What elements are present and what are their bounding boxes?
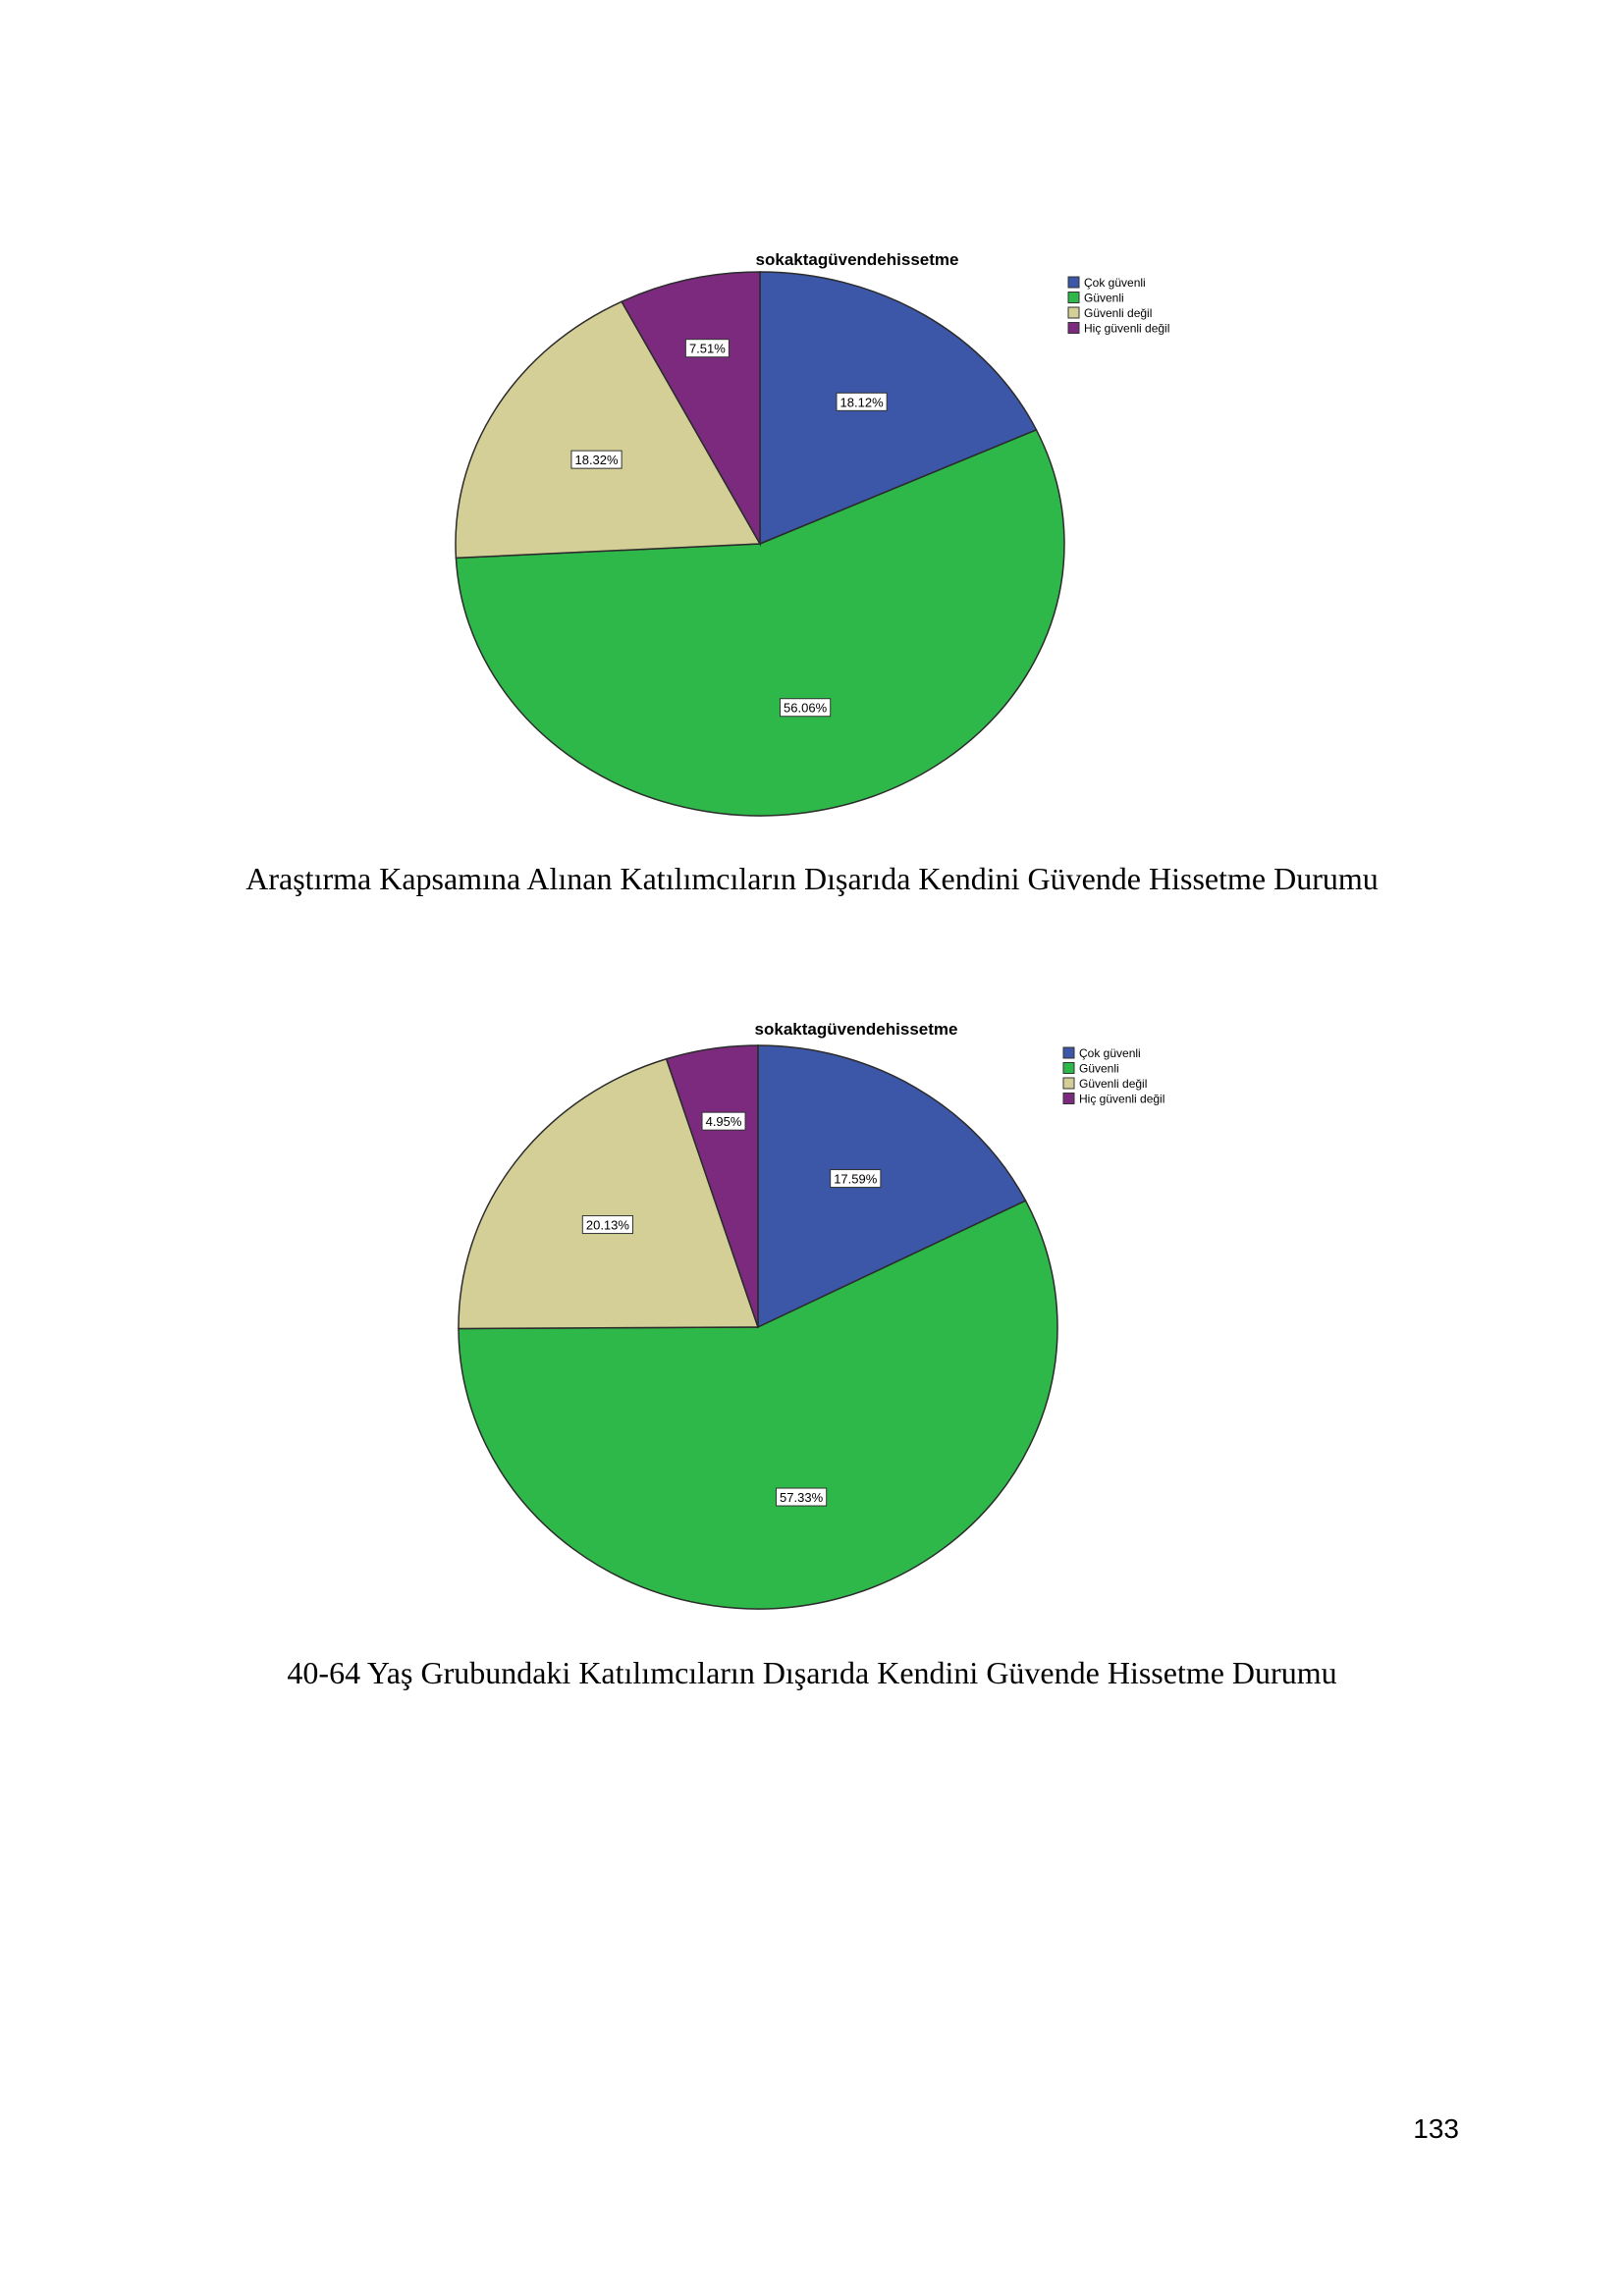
pie-slice-guvenli-degil <box>455 300 762 560</box>
slice-value-label: 17.59% <box>830 1169 882 1189</box>
svg-text:7.51%: 7.51% <box>689 342 726 356</box>
slice-value-label: 7.51% <box>684 339 730 358</box>
slice-value-label: 4.95% <box>701 1111 746 1131</box>
legend-swatch <box>1067 306 1080 319</box>
legend-swatch <box>1062 1093 1075 1104</box>
slice-value-label: 18.12% <box>836 392 888 411</box>
page-number: 133 <box>1413 2113 1459 2144</box>
slice-value-label: 20.13% <box>581 1215 634 1235</box>
legend-label: Hiç güvenli değil <box>1079 1093 1164 1106</box>
svg-text:18.12%: 18.12% <box>840 395 885 409</box>
svg-text:17.59%: 17.59% <box>834 1172 878 1187</box>
pie-chart-2: 17.59% 57.33% 20.13% 4.95% sokaktagüvendehis… <box>432 1009 1218 1618</box>
svg-text:57.33%: 57.33% <box>780 1490 824 1505</box>
chart-1-caption: Araştırma Kapsamına Alınan Katılımcıları… <box>245 861 1379 896</box>
chart-2-caption: 40-64 Yaş Grubundaki Katılımcıların Dışa… <box>287 1655 1337 1690</box>
legend-label: Güvenli değil <box>1084 306 1152 320</box>
legend-label: Hiç güvenli değil <box>1084 322 1169 336</box>
pie-chart-1: 18.12% 56.06% 18.32% 7.51% sokaktagüvendehis… <box>432 236 1218 825</box>
legend-item-guvenli-degil: Güvenli değil <box>1062 1077 1147 1091</box>
svg-text:20.13%: 20.13% <box>586 1218 630 1233</box>
legend-item-guvenli: Güvenli <box>1062 1062 1119 1076</box>
pie-slice-cok-guvenli <box>759 271 1038 546</box>
legend-label: Çok güvenli <box>1084 276 1146 290</box>
legend-swatch <box>1067 322 1080 334</box>
svg-text:4.95%: 4.95% <box>706 1114 742 1129</box>
slice-value-label: 57.33% <box>775 1487 828 1507</box>
pie-slice-guvenli <box>458 1200 1058 1610</box>
pie-slice-guvenli <box>455 428 1065 817</box>
legend-swatch <box>1062 1062 1075 1074</box>
legend-label: Çok güvenli <box>1079 1046 1141 1060</box>
legend-item-cok-guvenli: Çok güvenli <box>1062 1046 1141 1060</box>
legend-swatch <box>1067 276 1080 289</box>
legend-label: Güvenli <box>1084 292 1124 305</box>
legend-swatch <box>1067 292 1080 303</box>
pie-chart-1-svg: 18.12% 56.06% 18.32% 7.51% sokaktagüvendehis… <box>455 250 1169 817</box>
legend-label: Güvenli değil <box>1079 1077 1147 1091</box>
legend-item-hic-guvenli-degil: Hiç güvenli değil <box>1062 1093 1164 1106</box>
slice-value-label: 18.32% <box>570 450 623 469</box>
legend-item-guvenli: Güvenli <box>1067 292 1124 305</box>
pie-slice-cok-guvenli <box>757 1044 1027 1329</box>
svg-text:56.06%: 56.06% <box>784 701 828 716</box>
svg-text:18.32%: 18.32% <box>574 453 619 467</box>
legend-swatch <box>1062 1046 1075 1059</box>
legend-item-hic-guvenli-degil: Hiç güvenli değil <box>1067 322 1169 336</box>
legend-item-guvenli-degil: Güvenli değil <box>1067 306 1152 320</box>
chart-title: sokaktagüvendehissetme <box>756 250 959 269</box>
legend-label: Güvenli <box>1079 1062 1119 1076</box>
chart-title: sokaktagüvendehissetme <box>755 1020 958 1039</box>
legend-item-cok-guvenli: Çok güvenli <box>1067 276 1146 290</box>
pie-chart-2-svg: 17.59% 57.33% 20.13% 4.95% sokaktagüvendehis… <box>458 1020 1164 1610</box>
legend-swatch <box>1062 1077 1075 1090</box>
slice-value-label: 56.06% <box>779 698 832 718</box>
pie-slice-guvenli-degil <box>458 1057 760 1330</box>
